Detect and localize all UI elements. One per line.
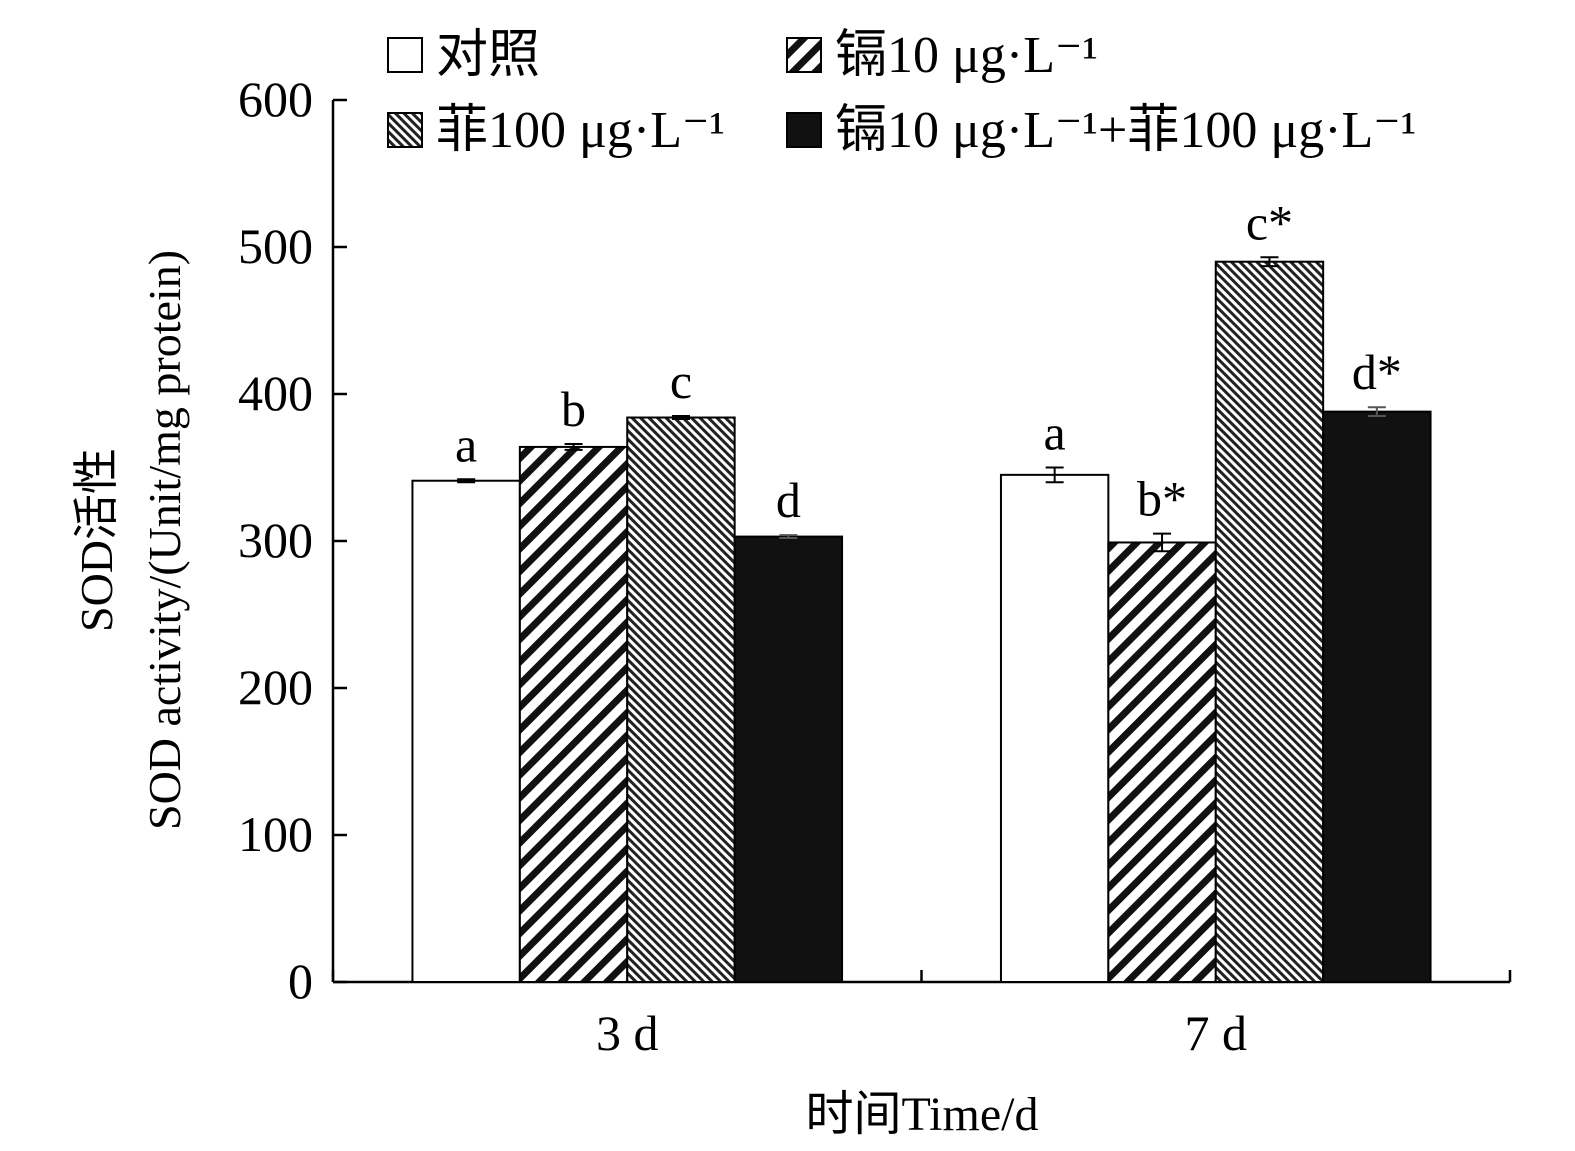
x-axis-title: 时间Time/d — [806, 1088, 1039, 1141]
legend-swatch — [786, 37, 822, 73]
y-tick-label: 500 — [238, 218, 313, 274]
bar — [1322, 410, 1432, 983]
legend-label: 菲100 μg·L⁻¹ — [436, 102, 725, 159]
legend-item: 菲100 μg·L⁻¹ — [387, 102, 725, 159]
y-tick-label: 200 — [238, 659, 313, 715]
significance-label: d — [776, 472, 801, 528]
legend-label: 镉10 μg·L⁻¹+菲100 μg·L⁻¹ — [835, 102, 1416, 159]
bar — [1214, 260, 1325, 983]
bar — [518, 445, 629, 984]
y-axis-title-cn: SOD活性 — [71, 448, 122, 632]
x-axis: 3 d 7 d — [331, 970, 1512, 1061]
significance-labels: a b c d a b* c* d* — [455, 194, 1402, 528]
bar — [411, 479, 521, 983]
bar — [999, 473, 1110, 983]
legend-label: 对照 — [436, 27, 540, 84]
legend-swatch — [387, 112, 423, 148]
legend-label: 镉10 μg·L⁻¹ — [835, 27, 1098, 84]
y-tick-label: 100 — [238, 806, 313, 862]
bar — [626, 416, 736, 983]
y-tick-label: 0 — [288, 953, 313, 1009]
legend-swatch — [387, 37, 423, 73]
significance-label: a — [1044, 405, 1066, 461]
y-tick-label: 300 — [238, 512, 313, 568]
significance-label: b — [561, 381, 586, 437]
significance-label: a — [455, 416, 477, 472]
error-bars — [457, 256, 1386, 553]
y-tick-label: 600 — [238, 71, 313, 127]
y-tick-label: 400 — [238, 365, 313, 421]
significance-label: c* — [1246, 194, 1293, 250]
bar — [733, 535, 844, 984]
y-axis: 0 100 200 300 400 500 600 — [238, 71, 347, 1009]
significance-label: c — [670, 353, 692, 409]
legend-swatch — [786, 112, 822, 148]
legend-item: 对照 — [387, 27, 540, 84]
legend-item: 镉10 μg·L⁻¹+菲100 μg·L⁻¹ — [786, 102, 1416, 159]
y-axis-title-en: SOD activity/(Unit/mg protein) — [139, 250, 190, 830]
bar — [1107, 541, 1217, 983]
legend-item: 镉10 μg·L⁻¹ — [786, 27, 1098, 84]
x-tick-label: 7 d — [1185, 1005, 1248, 1061]
legend: 对照 镉10 μg·L⁻¹ 菲100 μg·L⁻¹ 镉10 μg·L⁻¹+菲100 μ… — [387, 27, 1416, 159]
significance-label: b* — [1137, 471, 1187, 527]
significance-label: d* — [1352, 344, 1402, 400]
bars — [411, 260, 1432, 984]
x-tick-label: 3 d — [596, 1005, 659, 1061]
